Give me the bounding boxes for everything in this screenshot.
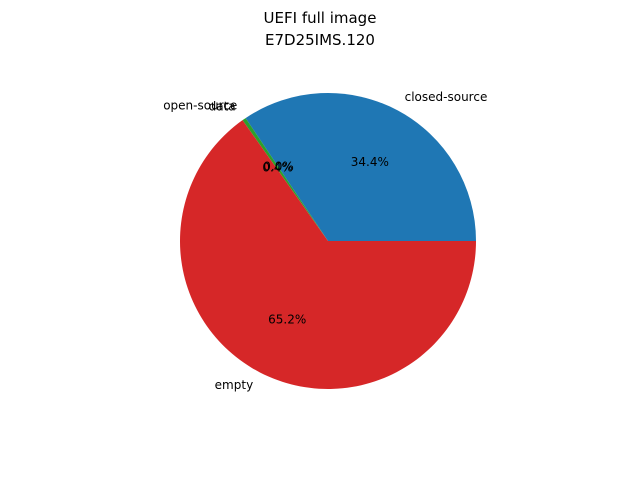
pie-slice-data <box>242 118 328 241</box>
chart-subtitle: E7D25IMS.120 <box>265 31 375 49</box>
slice-label-closed-source: closed-source <box>405 90 488 104</box>
pie-slices <box>180 93 477 389</box>
pie-slice-closed-source <box>245 93 477 242</box>
slice-pct-empty: 65.2% <box>268 312 306 326</box>
chart-title: UEFI full image <box>264 9 377 27</box>
pie-slice-empty <box>180 120 476 389</box>
slice-pct-open-source: 0.0% <box>263 160 294 174</box>
pie-labels: closed-source 34.4% open-source 0.0% data 0.4… <box>163 90 487 392</box>
slice-label-open-source: open-source <box>163 98 237 112</box>
slice-pct-closed-source: 34.4% <box>351 155 389 169</box>
slice-label-data: data <box>209 99 236 113</box>
slice-pct-data: 0.4% <box>262 160 293 174</box>
slice-label-empty: empty <box>215 378 254 392</box>
